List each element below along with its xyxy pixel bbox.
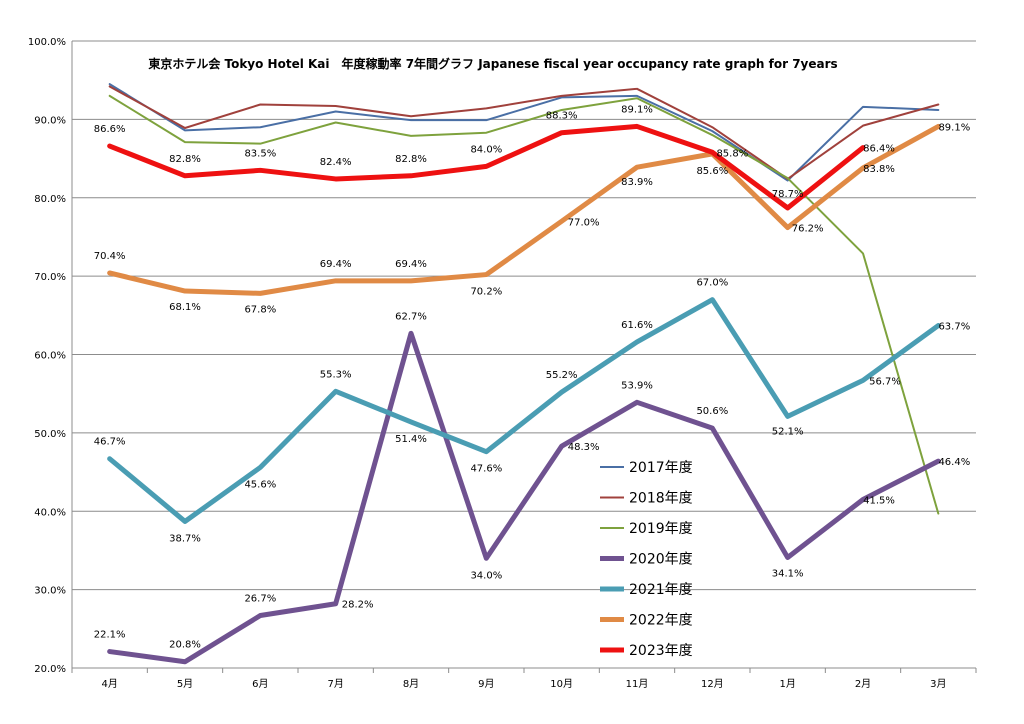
data-label: 76.2% [792, 224, 824, 235]
y-tick-label: 70.0% [34, 272, 66, 283]
y-tick-label: 100.0% [28, 37, 66, 48]
data-label: 89.1% [621, 104, 653, 115]
data-label: 41.5% [863, 495, 895, 506]
x-tick-label: 2月 [855, 678, 871, 690]
data-label: 56.7% [869, 376, 901, 387]
data-label: 68.1% [169, 302, 201, 313]
y-tick-label: 50.0% [34, 429, 66, 440]
series-2018-line [108, 85, 940, 180]
data-label: 84.0% [470, 144, 502, 155]
x-tick-label: 9月 [478, 678, 494, 690]
data-label: 34.1% [772, 568, 804, 579]
x-tick-label: 11月 [626, 678, 649, 690]
series-2023-line [107, 123, 866, 211]
data-label: 85.8% [716, 148, 748, 159]
legend-entry: 2019年度 [629, 521, 693, 537]
data-label: 69.4% [395, 259, 427, 270]
data-label: 82.8% [395, 154, 427, 165]
x-tick-label: 1月 [779, 678, 795, 690]
data-label: 45.6% [244, 479, 276, 490]
data-label: 67.8% [244, 304, 276, 315]
grid [72, 40, 976, 669]
data-label: 88.3% [546, 111, 578, 122]
x-tick-label: 4月 [101, 678, 117, 690]
x-tick-label: 5月 [177, 678, 193, 690]
x-tick-label: 10月 [550, 678, 573, 690]
legend-entry: 2021年度 [629, 582, 693, 598]
legend-entry: 2023年度 [629, 643, 693, 659]
x-tick-label: 3月 [930, 678, 946, 690]
data-label: 86.4% [863, 144, 895, 155]
series-2022-line [107, 123, 941, 296]
data-label: 89.1% [938, 122, 970, 133]
y-tick-label: 40.0% [34, 507, 66, 518]
data-label: 28.2% [342, 600, 374, 611]
data-label: 55.2% [546, 370, 578, 381]
chart-title: 東京ホテル会 Tokyo Hotel Kai 年度稼動率 7年間グラフ Japa… [148, 56, 837, 71]
data-label: 83.8% [863, 164, 895, 175]
series-2020-line [107, 330, 941, 665]
y-tick-label: 90.0% [34, 115, 66, 126]
data-label: 69.4% [320, 259, 352, 270]
data-label: 61.6% [621, 320, 653, 331]
y-tick-label: 80.0% [34, 194, 66, 205]
data-label: 85.6% [696, 166, 728, 177]
data-label: 63.7% [938, 322, 970, 333]
data-label: 38.7% [169, 533, 201, 544]
data-label: 51.4% [395, 434, 427, 445]
series-2021-line [107, 297, 941, 524]
data-label: 70.4% [94, 251, 126, 262]
data-label: 48.3% [568, 442, 600, 453]
data-label: 50.6% [696, 406, 728, 417]
y-tick-label: 30.0% [34, 586, 66, 597]
data-label: 82.8% [169, 154, 201, 165]
x-tick-label: 6月 [252, 678, 268, 690]
y-tick-label: 20.0% [34, 664, 66, 675]
series-2017-line [108, 83, 940, 182]
data-label: 34.0% [470, 570, 502, 581]
data-label: 78.7% [772, 189, 804, 200]
data-label: 62.7% [395, 311, 427, 322]
axes: 20.0% 30.0% 40.0% 50.0% 60.0% 70.0% 80.0% 90.0%… [28, 37, 977, 690]
data-label: 52.1% [772, 426, 804, 437]
data-labels: 22.1% 20.8% 26.7% 28.2% 62.7% 34.0% 48.3% 53.9%… [94, 104, 970, 650]
legend-entry: 2020年度 [629, 552, 693, 568]
y-tick-label: 60.0% [34, 351, 66, 362]
legend: 2017年度 2018年度 2019年度 2020年度 2021年度 2022年度 2023… [600, 460, 693, 659]
data-label: 77.0% [568, 217, 600, 228]
legend-entry: 2018年度 [629, 491, 693, 507]
legend-entry: 2017年度 [629, 460, 693, 476]
data-label: 46.7% [94, 437, 126, 448]
data-label: 46.4% [938, 457, 970, 468]
data-label: 86.6% [94, 124, 126, 135]
data-label: 82.4% [320, 157, 352, 168]
series-lines [107, 83, 941, 665]
data-label: 83.9% [621, 177, 653, 188]
data-label: 26.7% [244, 593, 276, 604]
data-label: 20.8% [169, 640, 201, 651]
data-label: 22.1% [94, 630, 126, 641]
data-label: 47.6% [470, 464, 502, 475]
x-tick-label: 8月 [403, 678, 419, 690]
data-label: 67.0% [696, 278, 728, 289]
x-tick-label: 7月 [327, 678, 343, 690]
x-tick-label: 12月 [701, 678, 724, 690]
data-label: 55.3% [320, 369, 352, 380]
series-2019-line [108, 94, 940, 515]
legend-entry: 2022年度 [629, 613, 693, 629]
data-label: 53.9% [621, 380, 653, 391]
data-label: 83.5% [244, 148, 276, 159]
data-label: 70.2% [470, 287, 502, 298]
